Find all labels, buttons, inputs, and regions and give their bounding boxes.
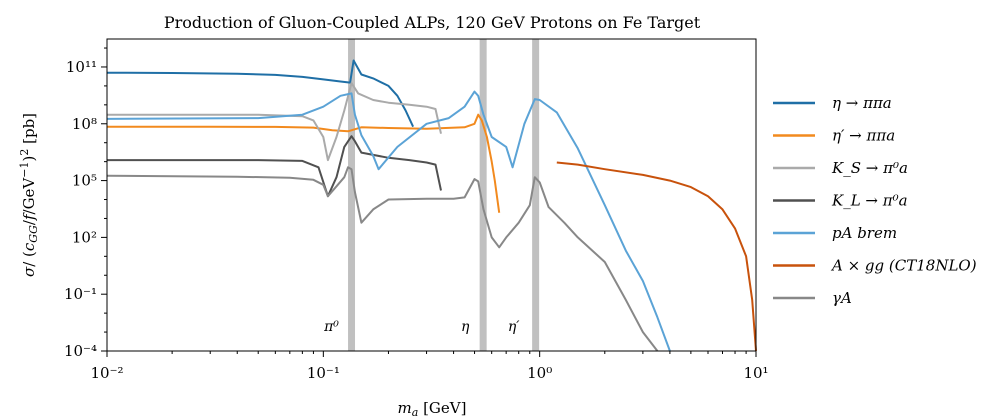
band-2	[532, 39, 540, 351]
band-label-0: π⁰	[323, 319, 339, 335]
series-line-1	[107, 113, 501, 213]
y-tick-label: 10⁸	[72, 115, 97, 133]
y-tick-label: 10¹¹	[66, 58, 97, 76]
series-line-3	[107, 135, 442, 198]
series-line-2	[107, 82, 442, 162]
resonance-bands: π⁰ η η′	[323, 39, 540, 351]
y-axis: 10⁻⁴ 10⁻¹ 10² 10⁵ 10⁸ 10¹¹	[64, 47, 107, 360]
band-1	[479, 39, 487, 351]
plot-frame	[106, 38, 757, 352]
x-tick-label: 10¹	[743, 364, 768, 382]
chart-title: Production of Gluon-Coupled ALPs, 120 Ge…	[164, 13, 701, 32]
legend-label-1: η′ → ππa	[832, 127, 895, 145]
x-axis-label: ma [GeV]	[398, 399, 467, 418]
legend-label-3: K_L → π⁰a	[831, 192, 908, 210]
legend-label-2: K_S → π⁰a	[831, 159, 908, 177]
y-tick-label: 10⁵	[72, 172, 97, 190]
legend-label-4: pA brem	[832, 224, 897, 242]
band-0	[348, 39, 356, 351]
series-line-0	[106, 59, 415, 128]
series-line-6	[106, 166, 659, 352]
series-layer	[106, 59, 757, 352]
y-tick-label: 10²	[72, 228, 97, 246]
band-label-2: η′	[508, 319, 520, 335]
legend-label-0: η → ππa	[832, 94, 892, 112]
y-tick-label: 10⁻¹	[64, 285, 97, 303]
x-tick-label: 10⁻²	[90, 364, 123, 382]
x-tick-label: 10⁰	[527, 364, 552, 382]
y-tick-label: 10⁻⁴	[64, 342, 97, 360]
legend-label-6: γA	[832, 289, 852, 307]
series-line-4	[106, 90, 671, 352]
x-tick-label: 10⁻¹	[307, 364, 340, 382]
legend-label-5: A × gg (CT18NLO)	[830, 257, 977, 275]
y-axis-label: σ/ (cGG/f/GeV−1)2 [pb]	[18, 113, 40, 277]
band-label-1: η	[461, 319, 470, 335]
legend: η → ππa η′ → ππa K_S → π⁰a K_L → π⁰a pA brem…	[773, 94, 977, 307]
series-line-5	[556, 161, 757, 352]
x-axis: 10⁻² 10⁻¹ 10⁰ 10¹	[90, 351, 769, 382]
